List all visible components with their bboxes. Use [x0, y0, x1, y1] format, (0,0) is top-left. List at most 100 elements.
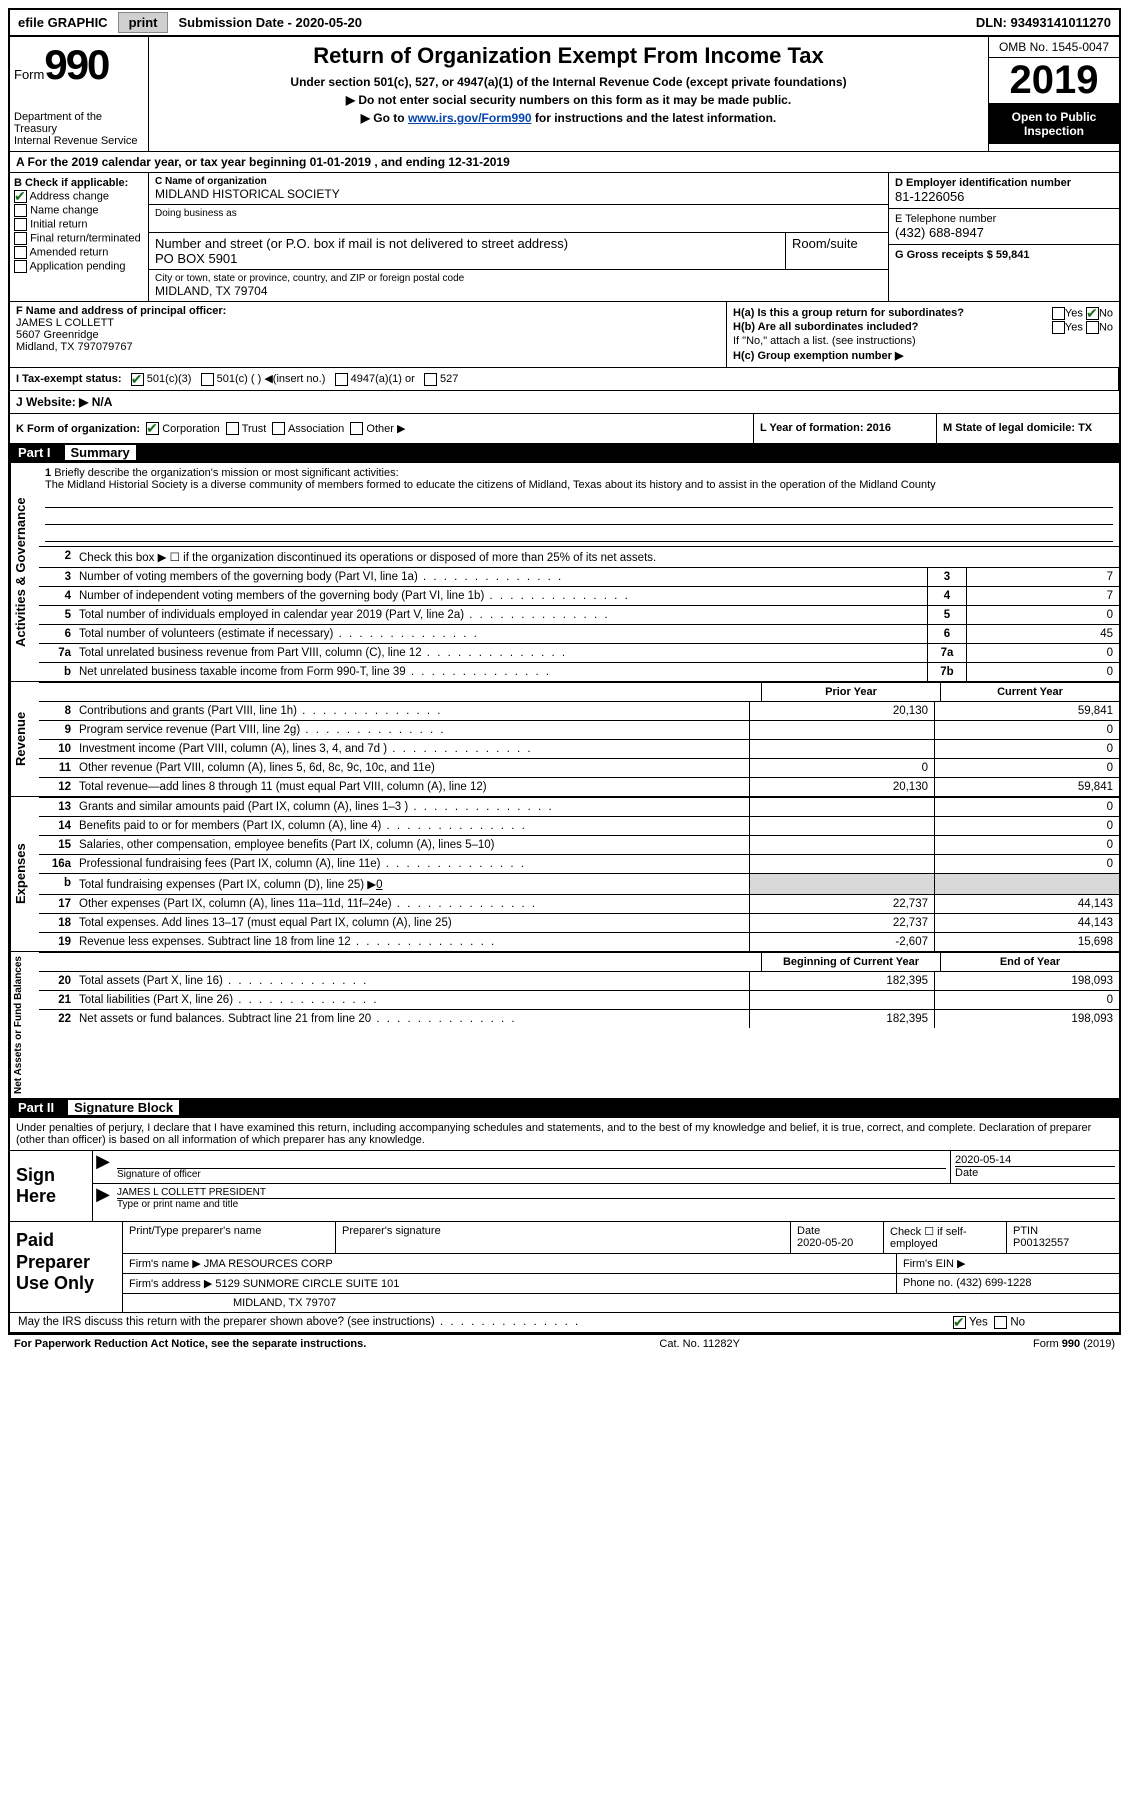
ha-yes[interactable] [1052, 307, 1065, 320]
sig-officer-label: Signature of officer [117, 1169, 946, 1180]
officer-addr1: 5607 Greenridge [16, 329, 720, 341]
officer-name: JAMES L COLLETT [16, 317, 720, 329]
type-print-label: Type or print name and title [117, 1199, 1115, 1210]
check-4947[interactable] [335, 373, 348, 386]
hb-no[interactable] [1086, 321, 1099, 334]
dba-label: Doing business as [155, 208, 882, 219]
check-app-pending[interactable] [14, 260, 27, 273]
p21 [749, 991, 934, 1009]
sign-here-label: Sign Here [10, 1151, 93, 1221]
val6: 45 [966, 625, 1119, 643]
top-bar: efile GRAPHIC print Submission Date - 20… [8, 8, 1121, 37]
line18: Total expenses. Add lines 13–17 (must eq… [75, 914, 749, 932]
c19: 15,698 [934, 933, 1119, 951]
dept-treasury: Department of the Treasury [14, 111, 144, 135]
dept-irs: Internal Revenue Service [14, 135, 144, 147]
form-title: Return of Organization Exempt From Incom… [157, 43, 980, 69]
sign-date: 2020-05-14 [955, 1154, 1115, 1166]
line12: Total revenue—add lines 8 through 11 (mu… [75, 778, 749, 796]
ptin-value: P00132557 [1013, 1237, 1069, 1249]
discuss-yes[interactable] [953, 1316, 966, 1329]
suite-label: Room/suite [792, 236, 882, 251]
check-other[interactable] [350, 422, 363, 435]
line7a: Total unrelated business revenue from Pa… [75, 644, 927, 662]
line7b: Net unrelated business taxable income fr… [75, 663, 927, 681]
perjury-text: Under penalties of perjury, I declare th… [10, 1117, 1119, 1150]
prep-date: 2020-05-20 [797, 1237, 853, 1249]
website-label: J Website: ▶ [16, 395, 88, 409]
exempt-label: I Tax-exempt status: [16, 373, 122, 385]
hb-yes[interactable] [1052, 321, 1065, 334]
mission-label: Briefly describe the organization's miss… [54, 467, 398, 479]
website-value: N/A [92, 395, 113, 409]
check-501c3[interactable] [131, 373, 144, 386]
officer-addr2: Midland, TX 797079767 [16, 341, 720, 353]
check-assoc[interactable] [272, 422, 285, 435]
check-501c[interactable] [201, 373, 214, 386]
p17: 22,737 [749, 895, 934, 913]
check-amended[interactable] [14, 246, 27, 259]
arrow-icon: ▶ [93, 1184, 113, 1213]
city-value: MIDLAND, TX 79704 [155, 284, 882, 298]
print-button[interactable]: print [118, 12, 169, 33]
p10 [749, 740, 934, 758]
p16a [749, 855, 934, 873]
addr-value: PO BOX 5901 [155, 251, 779, 266]
firm-addr2: MIDLAND, TX 79707 [123, 1294, 1119, 1312]
check-corp[interactable] [146, 422, 159, 435]
irs-link[interactable]: www.irs.gov/Form990 [408, 111, 532, 125]
line6: Total number of volunteers (estimate if … [75, 625, 927, 643]
line8: Contributions and grants (Part VIII, lin… [75, 702, 749, 720]
p14 [749, 817, 934, 835]
check-initial-return[interactable] [14, 218, 27, 231]
ein-label: D Employer identification number [895, 177, 1113, 189]
p15 [749, 836, 934, 854]
section-b-label: B Check if applicable: [14, 177, 144, 189]
c11: 0 [934, 759, 1119, 777]
check-address-change[interactable] [14, 190, 27, 203]
val7a: 0 [966, 644, 1119, 662]
line21: Total liabilities (Part X, line 26) [75, 991, 749, 1009]
form-number: 990 [44, 41, 108, 89]
discuss-no[interactable] [994, 1316, 1007, 1329]
footer-right: Form 990 (2019) [1033, 1338, 1115, 1350]
line16a: Professional fundraising fees (Part IX, … [75, 855, 749, 873]
end-year-header: End of Year [940, 953, 1119, 971]
check-name-change[interactable] [14, 204, 27, 217]
c16a: 0 [934, 855, 1119, 873]
c21: 0 [934, 991, 1119, 1009]
check-527[interactable] [424, 373, 437, 386]
c14: 0 [934, 817, 1119, 835]
p12: 20,130 [749, 778, 934, 796]
form-word: Form [14, 67, 44, 82]
begin-year-header: Beginning of Current Year [761, 953, 940, 971]
c8: 59,841 [934, 702, 1119, 720]
formorg-label: K Form of organization: [16, 423, 140, 435]
ha-no[interactable] [1086, 307, 1099, 320]
p22: 182,395 [749, 1010, 934, 1028]
footer-left: For Paperwork Reduction Act Notice, see … [14, 1338, 366, 1350]
date-label: Date [955, 1166, 1115, 1179]
line17: Other expenses (Part IX, column (A), lin… [75, 895, 749, 913]
c20: 198,093 [934, 972, 1119, 990]
check-final-return[interactable] [14, 232, 27, 245]
val5: 0 [966, 606, 1119, 624]
prep-name-label: Print/Type preparer's name [123, 1222, 336, 1253]
c18: 44,143 [934, 914, 1119, 932]
prior-year-header: Prior Year [761, 683, 940, 701]
hb-note: If "No," attach a list. (see instruction… [733, 335, 1113, 347]
open-public: Open to Public [993, 110, 1115, 124]
side-expenses: Expenses [10, 797, 39, 951]
year-formation: L Year of formation: 2016 [753, 414, 936, 444]
part2-header: Part II Signature Block [10, 1098, 1119, 1117]
line22: Net assets or fund balances. Subtract li… [75, 1010, 749, 1028]
line15: Salaries, other compensation, employee b… [75, 836, 749, 854]
org-name: MIDLAND HISTORICAL SOCIETY [155, 187, 882, 201]
check-trust[interactable] [226, 422, 239, 435]
line19: Revenue less expenses. Subtract line 18 … [75, 933, 749, 951]
paid-preparer-label: Paid Preparer Use Only [10, 1222, 123, 1312]
side-revenue: Revenue [10, 682, 39, 796]
p19: -2,607 [749, 933, 934, 951]
dln-number: DLN: 93493141011270 [970, 13, 1117, 32]
line5: Total number of individuals employed in … [75, 606, 927, 624]
